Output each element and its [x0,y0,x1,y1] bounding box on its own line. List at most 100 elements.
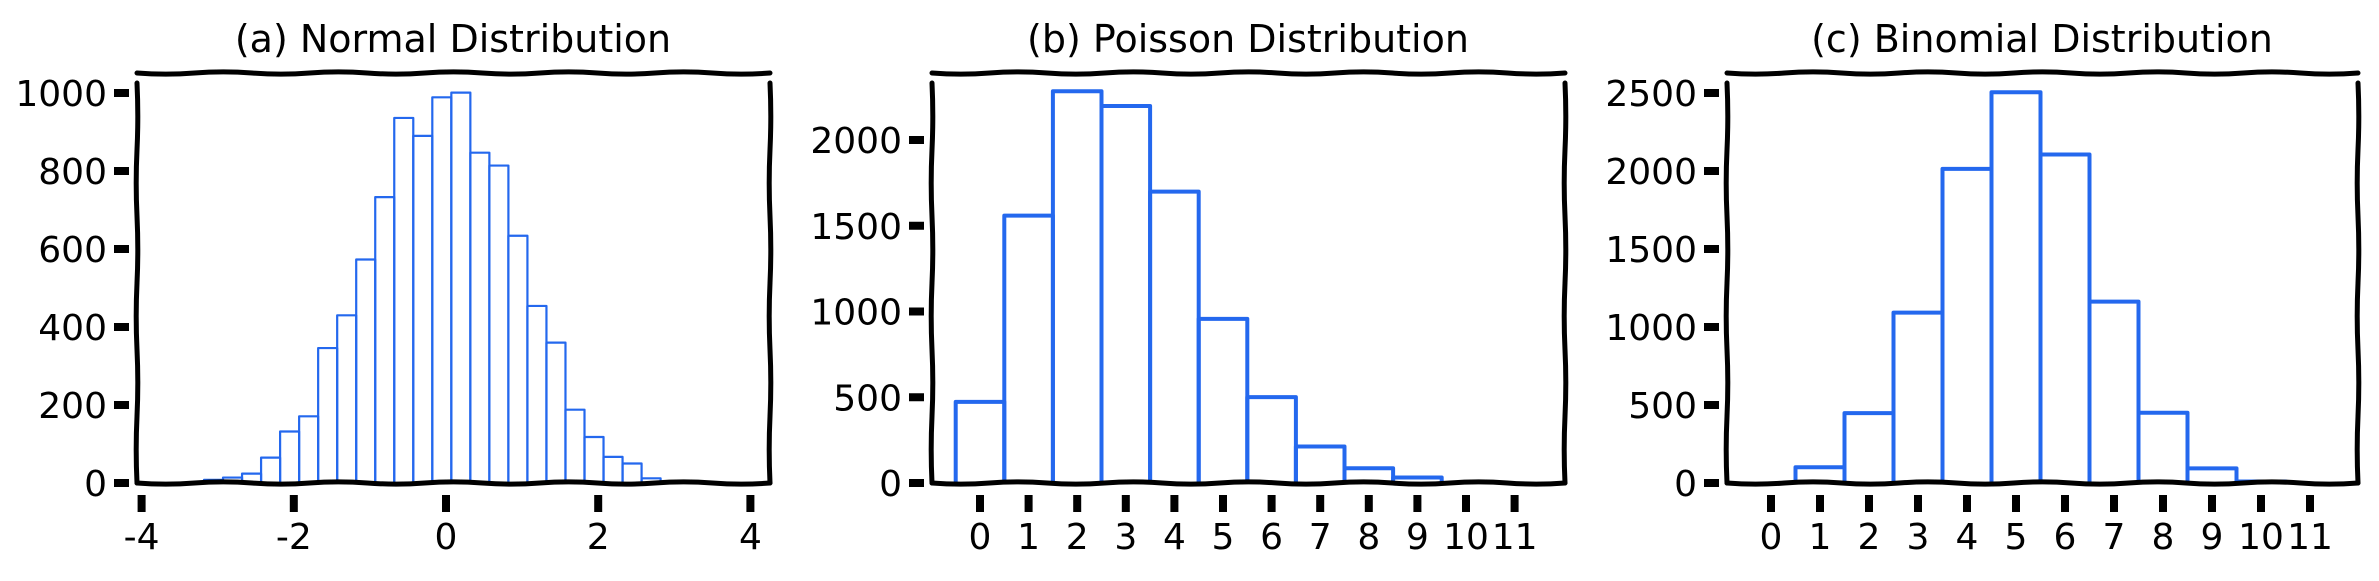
x-tick-mark [1816,495,1824,512]
histogram-bar [2038,152,2092,483]
y-tick-mark [114,479,129,487]
histogram-bar [412,134,434,483]
right-spine [1561,80,1569,486]
bottom-spine [1724,479,2361,487]
y-tick-mark [1704,401,1719,409]
axes-frame [928,69,1569,487]
x-tick-mark [2012,495,2020,512]
bottom-spine [929,479,1568,487]
histogram-bar [2136,410,2190,483]
y-axis-ticks: 0 500 1000 1500 2000 [810,121,924,505]
y-tick-label: 200 [38,386,107,427]
histogram-bar [336,314,358,483]
histogram-bar [2087,299,2141,483]
x-tick-label: 5 [1212,517,1235,558]
histogram-bar [393,116,415,483]
x-tick-label: 11 [1492,517,1538,558]
y-tick-label: 2000 [1605,152,1697,193]
histogram-bar [469,151,491,483]
y-tick-mark [114,89,129,97]
x-tick-label: 3 [1114,517,1137,558]
y-tick-label: 800 [38,152,107,193]
y-tick-label: 0 [879,464,902,505]
x-tick-mark [976,495,984,512]
y-tick-mark [909,393,924,402]
y-tick-label: 1500 [810,207,902,248]
histogram-bar [317,346,339,483]
histogram-bar [526,304,548,483]
right-spine [2354,80,2362,486]
x-tick-label: 3 [1907,517,1930,558]
x-tick-mark [1767,495,1775,512]
chart-title: (a) Normal Distribution [235,17,671,61]
x-tick-mark [2061,495,2069,512]
histogram-bar [259,456,282,483]
axes-frame [133,69,774,487]
x-tick-label: 7 [2103,517,2126,558]
x-tick-label: 6 [1260,517,1283,558]
x-tick-label: 1 [1809,517,1832,558]
x-tick-mark [1267,495,1276,512]
y-tick-mark [1704,479,1719,487]
histogram-bar [2185,466,2239,483]
histogram-bar [1245,395,1298,483]
histogram-bar [450,91,472,483]
y-tick-label: 1000 [810,293,902,334]
y-tick-label: 500 [1628,386,1697,427]
histogram-bars [1793,90,2288,484]
histogram-bar [1891,310,1945,483]
y-tick-mark [114,167,129,175]
x-tick-label: 10 [1443,517,1489,558]
left-spine [1723,80,1731,486]
y-tick-mark [909,221,924,230]
x-tick-mark [2257,495,2265,512]
histogram-bar [374,196,396,483]
top-spine [929,69,1568,77]
x-tick-mark [2110,495,2118,512]
x-tick-label: -2 [276,517,312,558]
histogram-bar [298,415,320,483]
x-tick-mark [1170,495,1179,512]
y-tick-mark [1704,245,1719,253]
x-tick-label: 0 [969,517,992,558]
x-tick-mark [442,495,450,512]
x-tick-label: 4 [1956,517,1979,558]
top-spine [1724,69,2361,77]
y-tick-label: 0 [1674,464,1697,505]
left-spine [133,80,141,486]
x-tick-label: 6 [2054,517,2077,558]
x-tick-mark [746,495,755,512]
x-axis-ticks: 0 1 2 3 4 5 6 7 8 9 10 11 [969,495,1538,558]
x-tick-mark [1462,495,1470,512]
x-tick-mark [1914,495,1922,512]
x-tick-label: 2 [1066,517,1089,558]
y-tick-label: 600 [38,230,107,271]
x-tick-mark [137,495,146,512]
y-tick-label: 1000 [1605,308,1697,349]
histogram-bar [431,96,453,483]
x-tick-mark [1963,495,1971,512]
y-axis-ticks: 0 200 400 600 800 1000 [15,74,129,505]
x-tick-mark [594,495,603,512]
x-tick-mark [1413,495,1422,512]
x-tick-label: 0 [435,517,458,558]
top-spine [134,69,773,77]
left-spine [928,80,936,486]
x-tick-label: 8 [1357,517,1380,558]
y-tick-mark [909,136,924,144]
histogram-bar [1196,316,1250,483]
y-tick-mark [114,245,129,253]
x-tick-mark [1219,495,1227,512]
y-tick-label: 1500 [1605,230,1697,271]
x-tick-label: 0 [1760,517,1783,558]
right-spine [766,80,774,486]
x-tick-label: 2 [587,517,610,558]
panel-normal-distribution: (a) Normal Distribution -4 -2 0 2 4 0 200 400 6… [15,17,774,558]
x-tick-mark [2159,495,2167,512]
x-tick-label: 4 [1163,517,1186,558]
y-tick-mark [114,323,129,331]
histogram-bar [1391,475,1444,483]
x-tick-mark [1510,495,1519,512]
histogram-bar [1842,411,1896,483]
